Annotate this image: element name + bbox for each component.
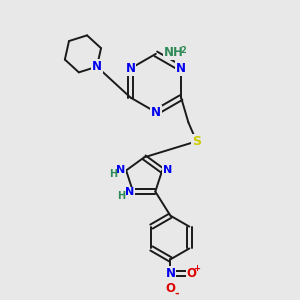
Text: 2: 2 — [180, 46, 186, 55]
Text: O: O — [187, 267, 197, 280]
Text: H: H — [118, 191, 126, 201]
Text: N: N — [92, 60, 102, 73]
Text: N: N — [151, 106, 161, 119]
Text: N: N — [163, 166, 172, 176]
Text: -: - — [174, 289, 178, 299]
Text: S: S — [192, 135, 201, 148]
Text: N: N — [116, 166, 125, 176]
Text: H: H — [109, 169, 117, 179]
Text: N: N — [125, 187, 134, 197]
Text: N: N — [165, 267, 176, 280]
Text: NH: NH — [164, 46, 183, 59]
Text: N: N — [176, 62, 186, 75]
Text: O: O — [165, 282, 176, 295]
Text: +: + — [194, 264, 200, 273]
Text: N: N — [126, 62, 136, 75]
